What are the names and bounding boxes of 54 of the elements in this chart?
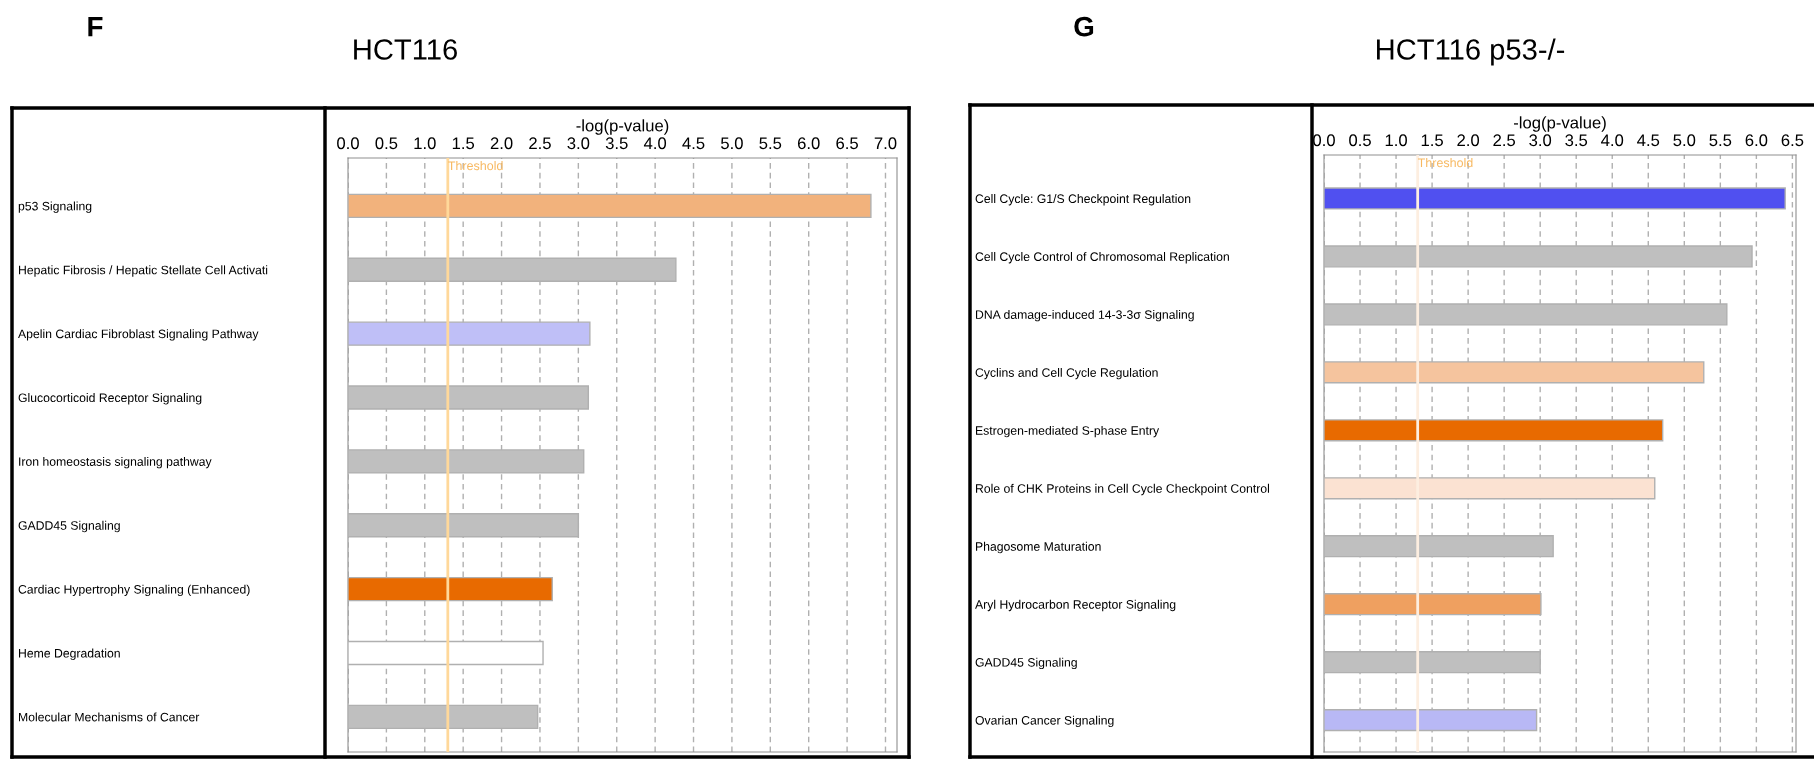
y-tick-label: Apelin Cardiac Fibroblast Signaling Pathway [18, 329, 259, 341]
y-tick-label: Hepatic Fibrosis / Hepatic Stellate Cell Activati [19, 265, 268, 277]
y-tick-label: Heme Degradation [19, 648, 120, 660]
x-tick-label: 5.0 [1673, 134, 1696, 147]
y-tick-label: GADD45 Signaling [975, 657, 1077, 670]
x-tick-label: 3.5 [605, 137, 628, 150]
y-tick-label: Molecular Mechanisms of Cancer [19, 712, 200, 722]
y-tick-label: GADD45 Signaling [18, 520, 120, 533]
x-tick-label: 2.5 [1493, 134, 1516, 147]
x-tick-label: 3.5 [1565, 134, 1588, 147]
x-tick-label: 1.5 [1421, 134, 1443, 147]
y-tick-label: Iron homeostasis signaling pathway [19, 456, 212, 469]
x-tick-label: 4.0 [1601, 134, 1624, 147]
x-tick-label: 0.5 [1349, 134, 1371, 147]
text: G [1074, 16, 1094, 37]
y-tick-label: Cell Cycle: G1/S Checkpoint Regulation [975, 194, 1191, 206]
y-tick-label: Glucocorticoid Receptor Signaling [18, 393, 202, 405]
x-tick-label: 2.0 [1457, 134, 1480, 147]
x-tick-label: 6.5 [836, 137, 858, 150]
chart-title: HCT116 p53-/- [1377, 38, 1565, 66]
x-tick-label: 5.5 [1709, 134, 1732, 147]
x-tick-label: 0.5 [375, 137, 398, 150]
x-tick-label: 6.0 [797, 137, 820, 150]
y-tick-label: Estrogen-mediated S-phase Entry [976, 425, 1160, 438]
x-tick-label: 1.0 [1385, 134, 1407, 147]
y-tick-label: Role of CHK Proteins in Cell Cycle Checkpoint Control [976, 483, 1269, 496]
y-tick-label: Cyclins and Cell Cycle Regulation [975, 367, 1158, 380]
x-tick-label: 3.0 [1529, 134, 1552, 147]
x-tick-label: 5.5 [759, 137, 782, 150]
x-tick-label: 4.0 [643, 137, 667, 150]
ref-line-label: Threshold [1417, 157, 1473, 168]
y-tick-label: Cardiac Hypertrophy Signaling (Enhanced) [18, 584, 250, 597]
x-tick-label: 1.0 [414, 137, 436, 150]
chart-title: HCT116 [354, 39, 457, 60]
x-tick-label: 2.0 [490, 137, 513, 150]
x-tick-label: 6.5 [1781, 134, 1804, 147]
y-tick-label: Phagosome Maturation [976, 541, 1101, 554]
x-tick-label: 2.5 [529, 137, 551, 150]
y-tick-label: DNA damage-induced 14-3-3σ Signaling [976, 309, 1194, 322]
x-axis-title: -log(p-value) [576, 119, 669, 135]
y-tick-label: p53 Signaling [18, 201, 92, 213]
y-tick-label: Cell Cycle Control of Chromosomal Replication [975, 252, 1229, 264]
x-axis-title: -log(p-value) [1513, 116, 1606, 132]
x-tick-label: 5.0 [721, 137, 743, 150]
x-tick-label: 1.5 [452, 137, 475, 150]
x-tick-label: 4.5 [1637, 134, 1660, 147]
y-tick-label: Ovarian Cancer Signaling [975, 715, 1114, 728]
y-tick-label: Aryl Hydrocarbon Receptor Signaling [975, 599, 1176, 612]
x-tick-label: 3.0 [567, 137, 590, 150]
x-tick-label: 7.0 [874, 137, 897, 150]
x-tick-label: 6.0 [1745, 134, 1768, 147]
text: F [88, 17, 103, 37]
x-tick-label: 4.5 [682, 137, 705, 150]
x-tick-label: 0.0 [337, 137, 359, 150]
